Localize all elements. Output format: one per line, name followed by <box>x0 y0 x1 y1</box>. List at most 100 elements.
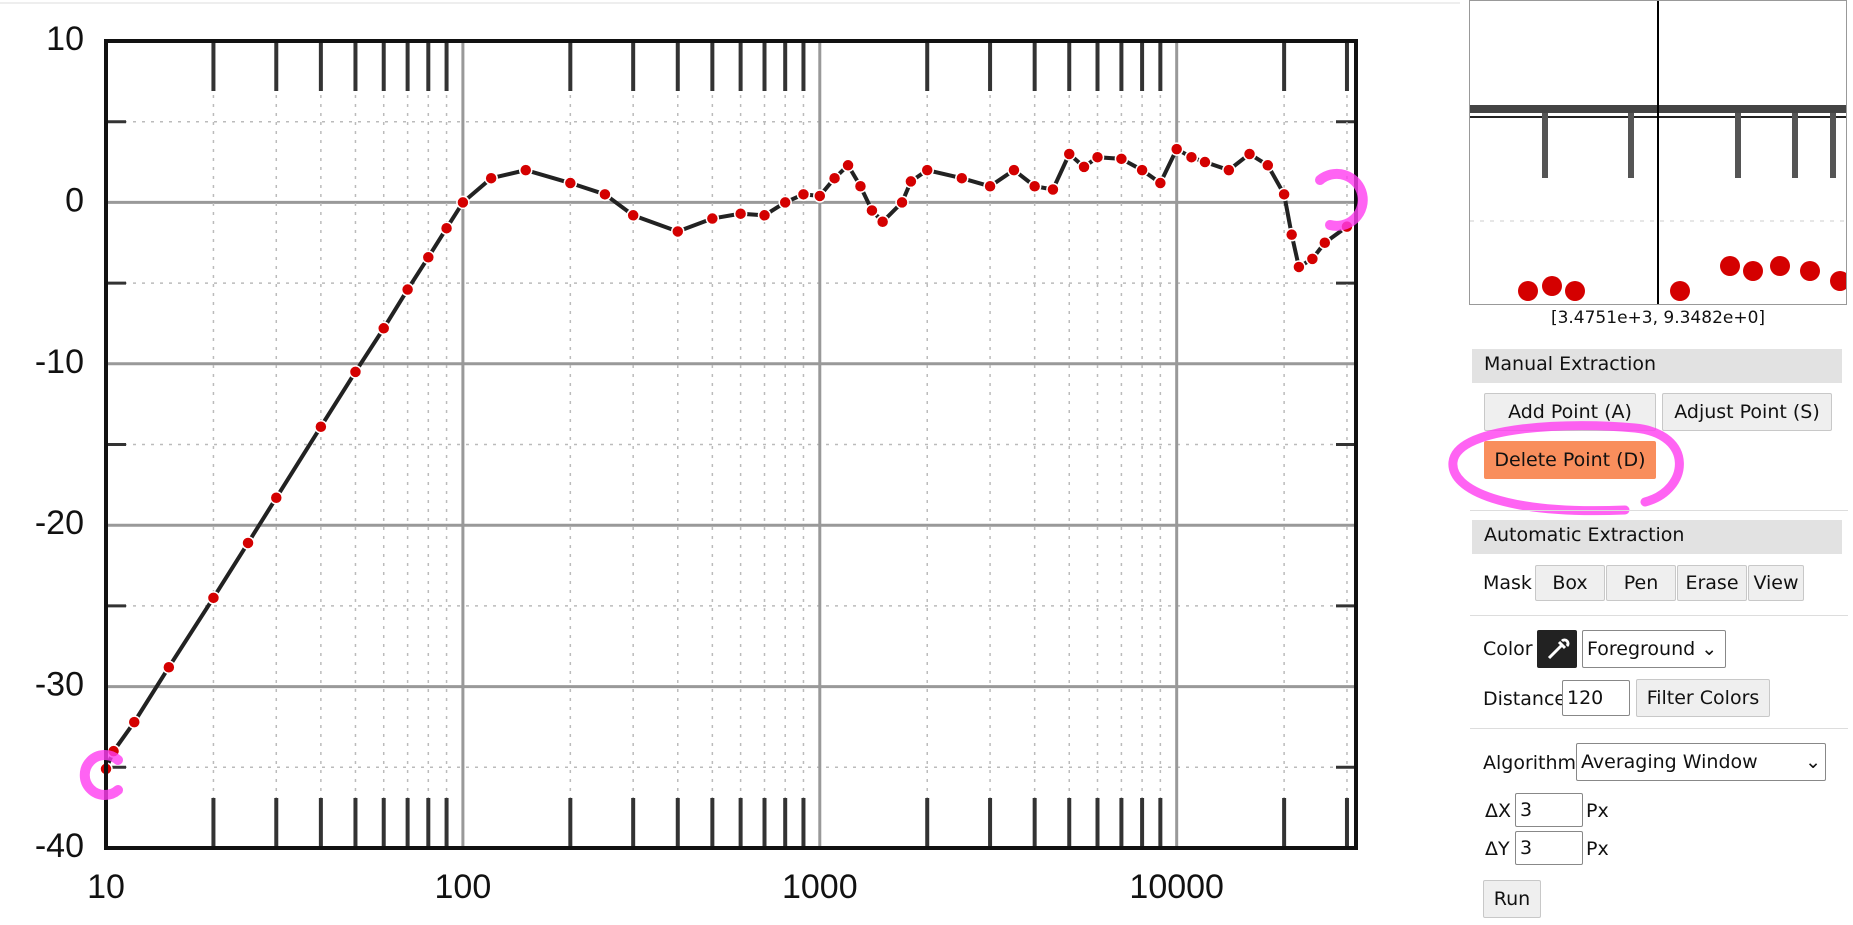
data-point <box>671 224 685 239</box>
color-label: Color <box>1483 638 1533 660</box>
color-mode-select[interactable]: Foreground ⌄ <box>1582 630 1726 668</box>
data-point <box>1046 182 1060 197</box>
unit-label: Px <box>1586 800 1609 822</box>
data-point <box>983 179 997 194</box>
mask-button[interactable]: View <box>1748 565 1804 601</box>
algorithm-label: Algorithm <box>1483 752 1577 774</box>
data-point <box>778 195 792 210</box>
data-point <box>269 491 284 505</box>
x-tick-label: 100 <box>435 868 492 906</box>
data-point <box>705 211 720 226</box>
data-point <box>1198 155 1212 169</box>
data-point <box>1184 150 1199 164</box>
data-point <box>314 419 328 434</box>
data-point <box>376 321 391 336</box>
data-point <box>1169 142 1184 156</box>
data-point <box>626 208 640 223</box>
annotation-circle <box>79 750 123 800</box>
data-point <box>865 203 879 218</box>
data-point <box>1090 150 1105 164</box>
data-point <box>895 195 909 210</box>
annotation-circle <box>1315 168 1368 231</box>
data-point <box>904 174 918 189</box>
mask-label: Mask <box>1483 572 1532 594</box>
separator <box>1470 510 1848 511</box>
y-tick-label: -20 <box>35 504 84 542</box>
data-point <box>348 365 363 379</box>
filter-colors-button[interactable]: Filter Colors <box>1636 679 1770 717</box>
data-point <box>1114 152 1129 166</box>
magnifier-coordinates: [3.4751e+3, 9.3482e+0] <box>1550 308 1766 328</box>
data-point <box>733 206 748 221</box>
section-header: Manual Extraction <box>1472 349 1842 383</box>
unit-label: Px <box>1586 838 1609 860</box>
data-point <box>439 221 454 235</box>
data-point <box>853 179 868 194</box>
algorithm-select[interactable]: Averaging Window ⌄ <box>1576 743 1826 781</box>
data-point <box>1062 147 1076 161</box>
select-value: Foreground <box>1587 638 1696 660</box>
x-tick-label: 1000 <box>782 868 858 906</box>
data-point <box>1292 260 1306 274</box>
dx-input[interactable] <box>1515 793 1583 827</box>
data-point <box>400 282 415 297</box>
y-tick-label: 10 <box>46 20 84 58</box>
distance-label: Distance <box>1483 688 1567 710</box>
data-point <box>875 215 890 229</box>
data-point <box>1222 163 1236 177</box>
data-point <box>484 171 498 185</box>
data-point <box>1242 147 1257 161</box>
data-point <box>1318 236 1332 250</box>
data-point <box>1153 176 1168 190</box>
y-tick-label: -10 <box>35 343 84 381</box>
data-point <box>796 187 811 202</box>
data-point <box>841 158 855 173</box>
dx-label: ΔX <box>1485 800 1512 822</box>
data-point <box>1007 163 1021 177</box>
mask-button[interactable]: Erase <box>1677 565 1747 601</box>
magnifier <box>1469 0 1847 305</box>
data-point <box>955 171 969 185</box>
mask-button[interactable]: Box <box>1535 565 1605 601</box>
y-tick-label: -40 <box>35 827 84 865</box>
data-point <box>757 208 772 223</box>
select-value: Averaging Window <box>1581 751 1758 773</box>
data-point <box>518 163 533 177</box>
x-tick-label: 10 <box>87 868 125 906</box>
data-point <box>1284 227 1299 242</box>
delete-point-button[interactable]: Delete Point (D) <box>1484 441 1656 479</box>
color-picker-button[interactable] <box>1537 630 1577 668</box>
run-button[interactable]: Run <box>1483 880 1541 918</box>
annotation <box>1448 421 1684 516</box>
data-point <box>563 176 578 190</box>
data-point <box>827 171 842 185</box>
separator <box>1470 728 1848 729</box>
mask-button[interactable]: Pen <box>1606 565 1676 601</box>
data-point <box>598 187 612 202</box>
data-point <box>1261 158 1275 173</box>
distance-input[interactable] <box>1562 680 1630 716</box>
adjust-point-button[interactable]: Adjust Point (S) <box>1662 393 1832 431</box>
dy-label: ΔY <box>1485 838 1510 860</box>
data-point <box>456 195 470 210</box>
y-tick-label: -30 <box>35 666 84 704</box>
data-point <box>127 715 142 729</box>
magnifier-view <box>1470 1 1846 304</box>
data-point <box>1135 163 1149 177</box>
plot-frame <box>104 39 1358 850</box>
data-point <box>1077 160 1091 174</box>
dy-input[interactable] <box>1515 831 1583 865</box>
section-header: Automatic Extraction <box>1472 520 1842 554</box>
data-point <box>421 250 436 265</box>
data-point <box>1027 179 1042 194</box>
separator <box>1470 615 1848 616</box>
data-point <box>162 660 176 674</box>
data-point <box>1277 187 1291 202</box>
x-tick-label: 10000 <box>1129 868 1224 906</box>
data-point <box>1305 252 1320 266</box>
data-point <box>241 536 255 550</box>
y-tick-label: 0 <box>65 181 84 219</box>
data-point <box>920 163 934 177</box>
